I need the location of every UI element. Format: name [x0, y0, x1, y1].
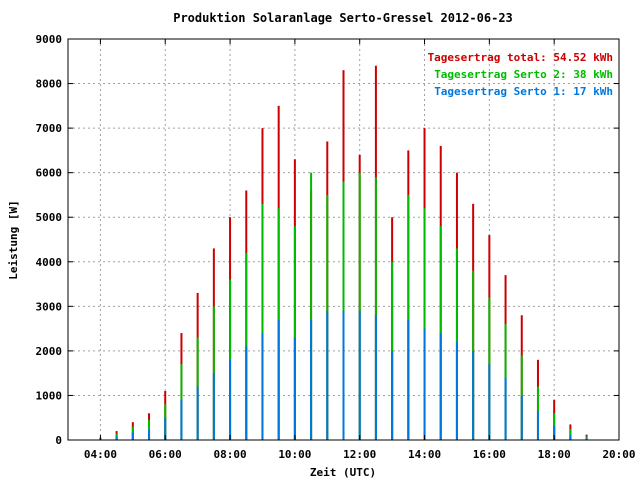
x-tick-label: 12:00 [343, 448, 376, 461]
bar [293, 337, 296, 440]
bar [423, 328, 426, 440]
legend-entry: Tagesertrag Serto 2: 38 kWh [434, 68, 613, 81]
legend-entry: Tagesertrag Serto 1: 17 kWh [434, 85, 613, 98]
bar [342, 310, 345, 440]
bar [439, 226, 442, 440]
bar [391, 350, 394, 440]
x-tick-label: 08:00 [213, 448, 246, 461]
bar [472, 350, 475, 440]
bars [99, 65, 588, 441]
plot-frame [67, 38, 620, 441]
bar [358, 172, 361, 440]
y-tick-label: 2000 [36, 345, 63, 358]
x-tick-label: 10:00 [278, 448, 311, 461]
x-tick-label: 06:00 [149, 448, 182, 461]
bar [261, 333, 264, 440]
bar [229, 359, 232, 440]
bar [423, 208, 426, 440]
bar [536, 411, 539, 440]
legend-entry: Tagesertrag total: 54.52 kWh [428, 51, 613, 64]
y-tick-label: 0 [55, 434, 62, 447]
bar [310, 172, 313, 440]
y-tick-label: 7000 [36, 122, 63, 135]
x-tick-label: 18:00 [538, 448, 571, 461]
bar [407, 194, 410, 440]
bar [358, 310, 361, 440]
bar [407, 319, 410, 440]
bar [131, 432, 134, 440]
y-tick-label: 4000 [36, 256, 63, 269]
bar [326, 310, 329, 440]
bar [374, 177, 377, 440]
y-tick-label: 9000 [36, 33, 63, 46]
y-tick-label: 5000 [36, 211, 63, 224]
bar [164, 417, 167, 440]
bar [196, 386, 199, 440]
y-tick-label: 1000 [36, 389, 63, 402]
bar [212, 373, 215, 440]
x-tick-label: 14:00 [408, 448, 441, 461]
bar [277, 319, 280, 440]
y-axis-ticks: 0 1000 2000 3000 4000 5000 6000 7000 8000 9000 [36, 33, 619, 447]
y-tick-label: 8000 [36, 78, 63, 91]
bar [488, 364, 491, 440]
bar [585, 438, 588, 440]
bar [310, 319, 313, 440]
x-tick-label: 04:00 [84, 448, 117, 461]
chart-title: Produktion Solaranlage Serto-Gressel 201… [173, 11, 513, 25]
bar [148, 429, 151, 440]
x-axis-label: Zeit (UTC) [310, 466, 376, 479]
y-axis-label: Leistung [W] [7, 200, 20, 279]
y-tick-label: 6000 [36, 167, 63, 180]
bar [504, 377, 507, 440]
legend: Tagesertrag total: 54.52 kWh Tagesertrag … [428, 51, 613, 98]
y-tick-label: 3000 [36, 300, 63, 313]
bar [569, 434, 572, 440]
bar [180, 399, 183, 440]
bar [439, 333, 442, 440]
bar [261, 203, 264, 440]
bar [455, 341, 458, 440]
bar [293, 226, 296, 440]
bar [245, 346, 248, 440]
x-tick-label: 20:00 [602, 448, 635, 461]
bar [115, 436, 118, 440]
bar [553, 425, 556, 440]
bar [374, 315, 377, 440]
bar [520, 395, 523, 440]
x-tick-label: 16:00 [473, 448, 506, 461]
x-axis-ticks: 04:00 06:00 08:00 10:00 12:00 14:00 16:00 18:00… [84, 39, 636, 461]
